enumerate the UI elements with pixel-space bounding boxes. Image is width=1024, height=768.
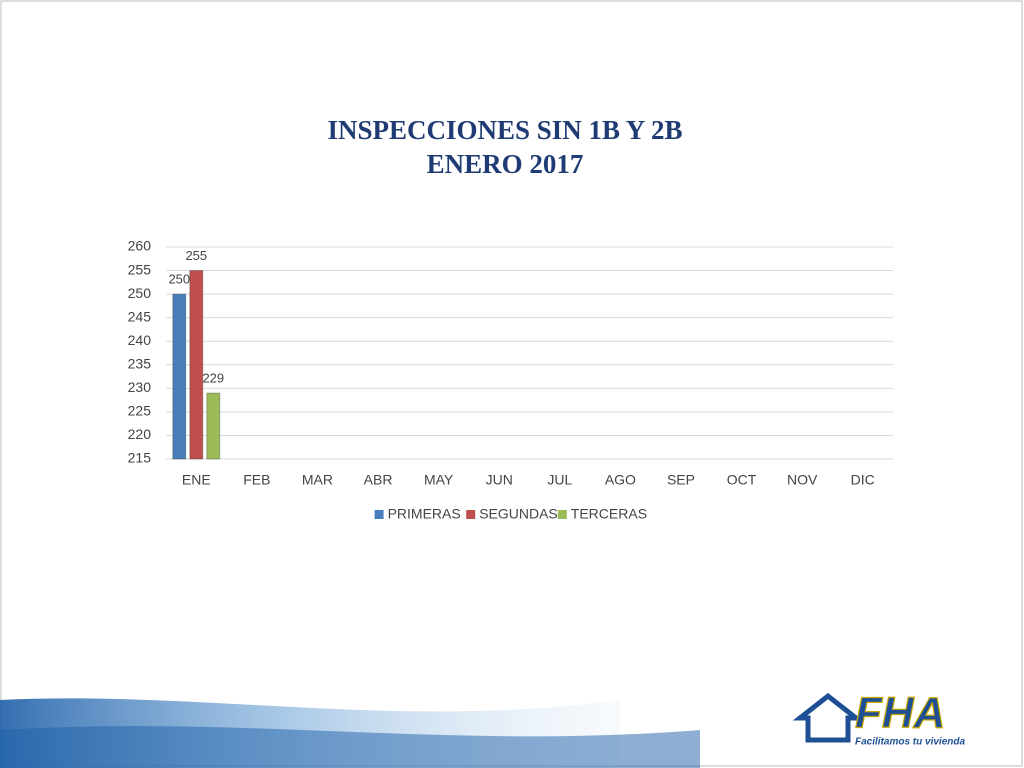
x-tick-label: SEP <box>667 472 695 488</box>
y-tick-label: 225 <box>128 403 152 419</box>
chart-subtitle: ENERO 2017 <box>427 149 584 179</box>
logo-tagline: Facilitamos tu vivienda <box>855 737 965 748</box>
legend-label: SEGUNDAS <box>479 506 558 522</box>
y-tick-label: 245 <box>128 308 152 324</box>
legend-label: PRIMERAS <box>388 506 461 522</box>
data-label: 229 <box>202 370 224 385</box>
logo-house <box>792 692 864 743</box>
legend-label: TERCERAS <box>571 506 647 522</box>
x-tick-label: ENE <box>182 472 211 488</box>
x-tick-label: OCT <box>727 472 757 488</box>
x-tick-label: NOV <box>787 472 818 488</box>
bar <box>206 392 221 460</box>
legend-swatch <box>466 510 476 519</box>
x-tick-label: ABR <box>364 472 393 488</box>
x-tick-label: JUN <box>486 472 513 488</box>
wave-decoration <box>0 726 700 768</box>
chart-title: INSPECCIONES SIN 1B Y 2B <box>327 115 682 145</box>
y-tick-label: 230 <box>128 379 152 395</box>
legend-swatch <box>557 510 567 519</box>
x-tick-label: FEB <box>243 472 270 488</box>
y-tick-label: 260 <box>128 238 152 254</box>
legend-swatch <box>374 510 384 519</box>
logo-text: FHA <box>855 689 945 738</box>
y-tick-label: 255 <box>128 261 152 277</box>
x-tick-label: DIC <box>851 472 875 488</box>
y-tick-label: 215 <box>128 450 152 466</box>
y-tick-label: 235 <box>128 355 152 371</box>
x-tick-label: MAY <box>424 472 454 488</box>
x-tick-label: MAR <box>302 472 333 488</box>
data-label: 250 <box>168 272 190 287</box>
x-tick-label: AGO <box>605 472 636 488</box>
logo: FHA Facilitamos tu vivienda <box>792 688 965 748</box>
y-tick-label: 240 <box>128 332 152 348</box>
x-tick-label: JUL <box>547 472 572 488</box>
bar <box>189 270 204 460</box>
y-tick-label: 250 <box>128 285 152 301</box>
y-tick-label: 220 <box>128 426 152 442</box>
data-label: 255 <box>185 248 207 263</box>
bar <box>172 293 187 460</box>
